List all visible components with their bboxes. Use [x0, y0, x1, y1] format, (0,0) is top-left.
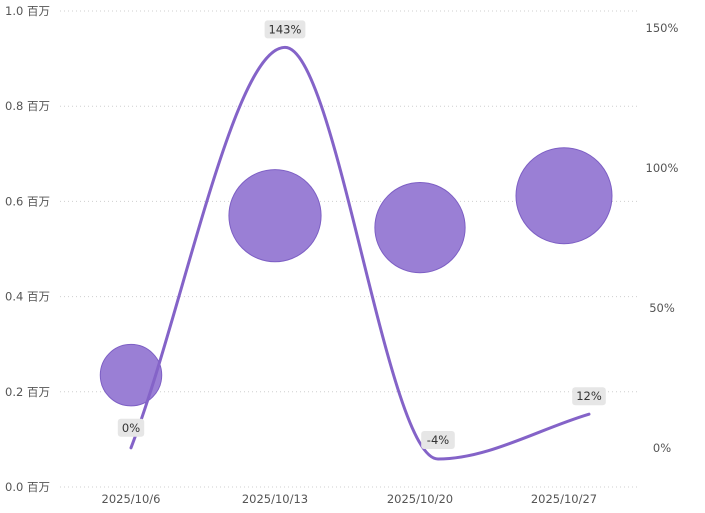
bubble-point[interactable] [228, 169, 322, 263]
bubble-point[interactable] [374, 181, 466, 274]
bubble-series [99, 147, 613, 407]
x-axis-tick-label: 2025/10/13 [242, 492, 308, 506]
left-axis-tick-label: 0.6 百万 [5, 194, 50, 208]
x-axis-tick-label: 2025/10/27 [531, 492, 597, 506]
left-axis-tick-label: 0.4 百万 [5, 290, 50, 304]
right-axis-tick-label: 0% [653, 441, 671, 455]
data-label: -4% [427, 433, 449, 447]
data-label-box [421, 431, 455, 449]
data-label: 143% [269, 22, 302, 36]
data-label: 12% [576, 389, 602, 403]
x-axis-tick-label: 2025/10/6 [102, 492, 161, 506]
right-axis-tick-label: 150% [646, 21, 679, 35]
growth-line[interactable] [129, 45, 591, 461]
right-axis-tick-label: 50% [649, 301, 675, 315]
right-axis: 0% 50% 100% 150% [646, 21, 679, 455]
right-axis-tick-label: 100% [646, 161, 679, 175]
bubble-point[interactable] [515, 147, 613, 245]
data-labels: 0% 143% -4% 12% [117, 20, 606, 449]
data-label-box [572, 387, 606, 406]
bubble-point[interactable] [99, 343, 163, 407]
data-label-box [117, 418, 145, 437]
left-axis-tick-label: 0.8 百万 [5, 99, 50, 113]
grid-lines [60, 10, 638, 488]
data-label: 0% [122, 421, 140, 435]
x-axis-tick-label: 2025/10/20 [387, 492, 453, 506]
left-axis-tick-label: 1.0 百万 [5, 4, 50, 18]
x-axis: 2025/10/6 2025/10/13 2025/10/20 2025/10/27 [102, 492, 598, 506]
line-series [129, 45, 591, 461]
left-axis: 0.0 百万 0.2 百万 0.4 百万 0.6 百万 0.8 百万 1.0 百万 [5, 4, 50, 494]
data-label-box [264, 20, 306, 39]
left-axis-tick-label: 0.2 百万 [5, 385, 50, 399]
left-axis-tick-label: 0.0 百万 [5, 480, 50, 494]
